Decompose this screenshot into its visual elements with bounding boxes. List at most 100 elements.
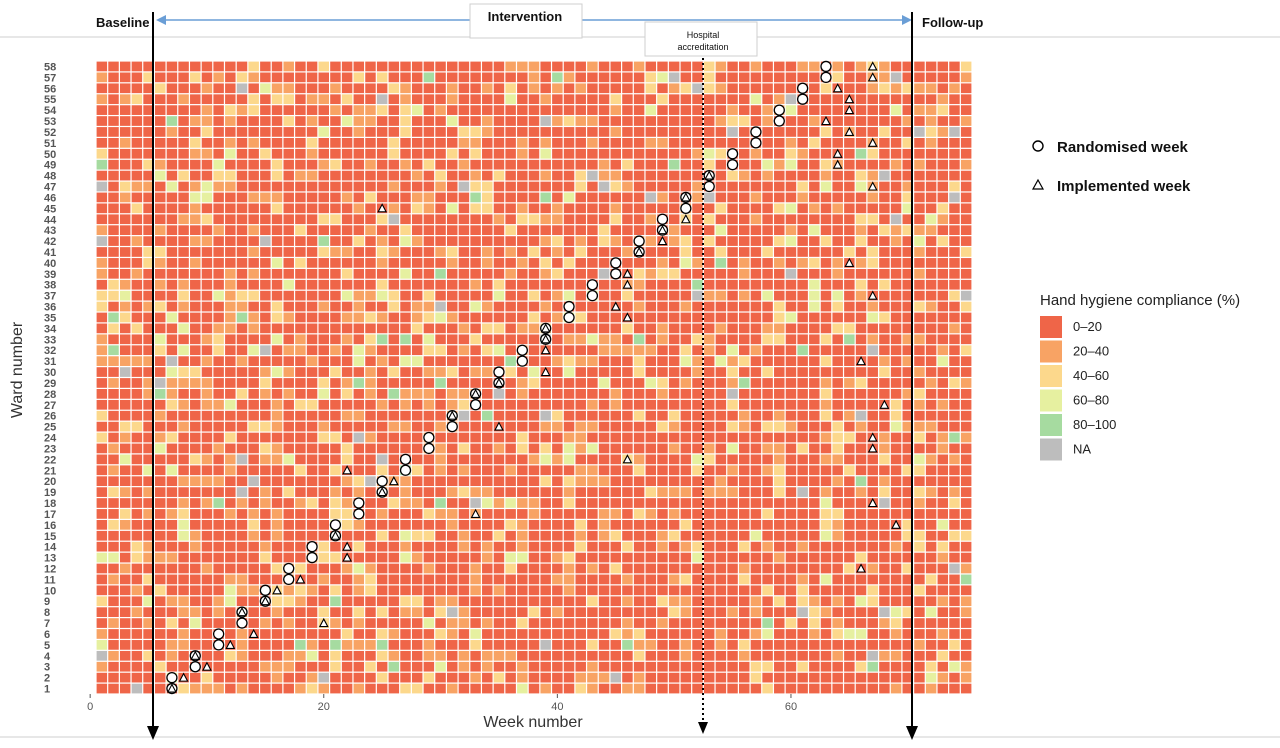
heatmap-cell: [552, 301, 563, 312]
heatmap-cell: [470, 170, 481, 181]
heatmap-cell: [353, 640, 365, 650]
randomised-week-marker: [726, 159, 739, 171]
heatmap-cell: [610, 476, 621, 487]
heatmap-cell: [575, 334, 586, 345]
heatmap-cell: [668, 236, 680, 246]
heatmap-cell: [225, 127, 236, 137]
heatmap-cell: [447, 236, 458, 246]
heatmap-cell: [119, 192, 131, 203]
heatmap-cell: [762, 345, 773, 356]
heatmap-cell: [762, 301, 773, 312]
heatmap-cell: [762, 465, 773, 476]
heatmap-cell: [750, 454, 762, 465]
heatmap-cell: [949, 258, 960, 268]
heatmap-cell: [727, 345, 738, 356]
heatmap-cell: [271, 574, 283, 585]
heatmap-cell: [96, 596, 108, 607]
heatmap-cell: [563, 356, 575, 366]
heatmap-cell: [400, 258, 411, 268]
heatmap-cell: [762, 519, 773, 530]
heatmap-cell: [400, 596, 411, 607]
heatmap-cell: [528, 367, 540, 377]
heatmap-cell: [785, 640, 797, 650]
heatmap-cell: [750, 356, 762, 366]
heatmap-cell: [470, 279, 481, 290]
randomised-week-marker: [726, 148, 739, 160]
heatmap-cell: [108, 148, 119, 159]
heatmap-cell: [376, 279, 388, 290]
heatmap-cell: [376, 640, 388, 650]
heatmap-cell: [119, 148, 131, 159]
heatmap-cell: [166, 541, 178, 552]
implemented-week-marker: [377, 486, 388, 497]
heatmap-cell: [960, 312, 972, 323]
heatmap-cell: [260, 61, 271, 72]
heatmap-cell: [727, 410, 738, 421]
heatmap-cell: [201, 367, 213, 377]
heatmap-cell: [657, 127, 668, 137]
y-tick-label: 43: [44, 225, 56, 237]
heatmap-cell: [657, 432, 668, 443]
heatmap-cell: [96, 127, 108, 137]
heatmap-cell: [668, 596, 680, 607]
heatmap-cell: [587, 148, 598, 159]
heatmap-cell: [201, 323, 213, 334]
heatmap-cell: [470, 640, 481, 650]
heatmap-cell: [739, 640, 750, 650]
heatmap-cell: [400, 236, 411, 246]
heatmap-cell: [937, 519, 949, 530]
heatmap-cell: [376, 454, 388, 465]
heatmap-cell: [797, 640, 808, 650]
heatmap-cell: [587, 323, 598, 334]
heatmap-cell: [587, 640, 598, 650]
heatmap-cell: [119, 640, 131, 650]
heatmap-cell: [692, 247, 703, 257]
heatmap-cell: [447, 487, 458, 497]
heatmap-cell: [493, 618, 505, 628]
heatmap-cell: [925, 476, 937, 487]
heatmap-cell: [890, 399, 902, 410]
heatmap-cell: [435, 607, 446, 617]
heatmap-cell: [552, 236, 563, 246]
randomised-week-marker: [166, 671, 178, 684]
heatmap-cell: [143, 323, 154, 334]
heatmap-cell: [902, 83, 913, 94]
heatmap-cell: [493, 83, 505, 94]
heatmap-cell: [820, 214, 832, 225]
heatmap-cell: [703, 214, 715, 225]
heatmap-cell: [902, 94, 913, 105]
heatmap-cell: [225, 345, 236, 356]
heatmap-cell: [306, 683, 318, 694]
heatmap-cell: [680, 607, 692, 617]
heatmap-cell: [715, 268, 727, 279]
heatmap-cell: [587, 476, 598, 487]
heatmap-cell: [248, 268, 259, 279]
heatmap-cell: [575, 443, 586, 454]
heatmap-cell: [844, 225, 855, 236]
heatmap-cell: [902, 498, 913, 508]
heatmap-cell: [703, 487, 715, 497]
heatmap-cell: [505, 607, 516, 617]
heatmap-cell: [353, 170, 365, 181]
heatmap-cell: [482, 410, 493, 421]
heatmap-cell: [879, 629, 890, 639]
heatmap-cell: [703, 345, 715, 356]
heatmap-cell: [540, 672, 551, 683]
heatmap-cell: [458, 661, 470, 672]
heatmap-cell: [318, 345, 329, 356]
heatmap-cell: [960, 192, 972, 203]
heatmap-cell: [108, 301, 119, 312]
heatmap-cell: [271, 258, 283, 268]
heatmap-cell: [820, 301, 832, 312]
heatmap-cell: [762, 421, 773, 432]
heatmap-cell: [178, 530, 189, 541]
heatmap-cell: [423, 563, 435, 574]
heatmap-cell: [832, 519, 843, 530]
heatmap-cell: [108, 181, 119, 192]
heatmap-cell: [108, 127, 119, 137]
heatmap-cell: [610, 487, 621, 497]
heatmap-cell: [225, 214, 236, 225]
heatmap-cell: [563, 334, 575, 345]
heatmap-cell: [949, 83, 960, 94]
heatmap-cell: [902, 476, 913, 487]
